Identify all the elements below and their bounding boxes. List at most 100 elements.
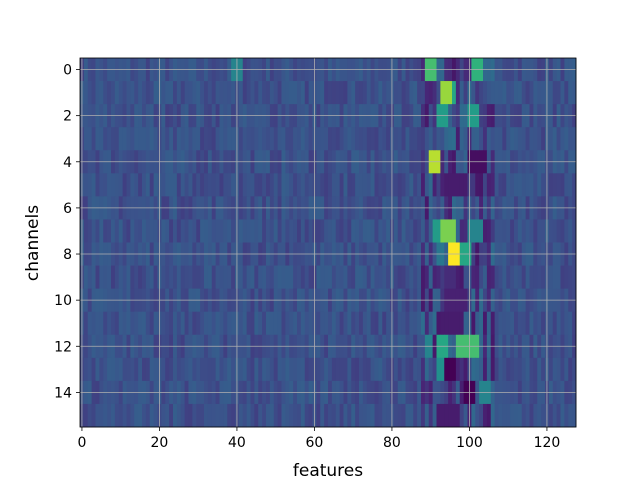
heatmap-cell [103,265,108,290]
heatmap-cell [111,403,116,428]
heatmap-cell [269,311,275,336]
x-tick-label: 20 [151,435,169,451]
heatmap-cell [242,81,248,105]
heatmap-cell [448,173,453,197]
heatmap-cell [118,403,124,428]
heatmap-cell [91,403,96,428]
heatmap-cell [378,81,383,105]
heatmap-cell [196,357,201,382]
heatmap-cell [502,311,507,336]
heatmap-cell [196,265,201,290]
heatmap-cell [498,403,503,428]
heatmap-cell [254,127,259,151]
heatmap-cell [300,311,306,336]
heatmap-cell [494,81,499,105]
heatmap-cell [568,173,573,197]
heatmap-cell [107,403,112,428]
heatmap-cell [161,265,166,290]
heatmap-cell [130,173,135,197]
heatmap-cell [176,265,182,290]
heatmap-cell [180,219,186,243]
heatmap-cell [149,219,155,243]
heatmap-cell [258,127,263,151]
heatmap-cell [510,265,515,290]
heatmap-cell [126,219,131,243]
heatmap-cell [552,311,558,336]
heatmap-cell [211,357,217,382]
heatmap-cell [359,265,364,290]
heatmap-cell [149,81,155,105]
heatmap-cell [564,173,569,197]
heatmap-cell [351,219,356,243]
heatmap-cell [452,403,457,428]
heatmap-cell [498,81,503,105]
heatmap-cell [111,357,116,382]
heatmap-cell [122,219,127,243]
heatmap-cell [556,357,561,382]
heatmap-cell [99,357,104,382]
heatmap-cell [533,81,538,105]
heatmap-cell [126,311,131,336]
heatmap-cell [87,311,93,336]
heatmap-cell [490,265,496,290]
heatmap-cell [428,81,434,105]
heatmap-cell [351,81,356,105]
heatmap-cell [246,311,251,336]
heatmap-cell [529,173,534,197]
heatmap-cell [560,403,565,428]
heatmap-cell [525,81,530,105]
heatmap-cell [494,219,499,243]
heatmap-cell [444,173,449,197]
heatmap-cell [452,173,457,197]
heatmap-cell [192,219,197,243]
heatmap-cell [382,81,387,105]
heatmap-cell [355,311,360,336]
heatmap-cell [475,81,480,105]
heatmap-cell [215,127,220,151]
heatmap-cell [436,173,441,197]
heatmap-cell [556,311,561,336]
heatmap-cell [401,265,406,290]
heatmap-cell [161,173,166,197]
heatmap-cell [145,81,151,105]
heatmap-cell [417,265,422,290]
heatmap-cell [393,173,399,197]
heatmap-cell [103,311,108,336]
heatmap-cell [219,403,224,428]
heatmap-cell [200,219,205,243]
heatmap-cell [91,127,96,151]
heatmap-cell [343,311,348,336]
heatmap-cell [521,127,527,151]
heatmap-cell [285,265,290,290]
heatmap-cell [386,265,391,290]
heatmap-cell [421,311,426,336]
heatmap-cell [122,265,127,290]
heatmap-cell [103,81,108,105]
heatmap-cell [502,127,507,151]
heatmap-cell [91,81,96,105]
heatmap-cell [475,127,480,151]
heatmap-cell [413,311,418,336]
heatmap-cell [316,357,321,382]
heatmap-cell [514,403,519,428]
heatmap-cell [138,357,143,382]
heatmap-cell [405,219,410,243]
heatmap-cell [300,81,306,105]
heatmap-cell [87,173,93,197]
heatmap-cell [153,403,158,428]
heatmap-cell [316,403,321,428]
y-tick-label: 4 [63,155,72,171]
y-tick-label: 0 [63,63,72,79]
heatmap-cell [285,81,290,105]
heatmap-cell [428,403,434,428]
heatmap-cell [262,173,267,197]
heatmap-cell [254,311,259,336]
heatmap-cell [83,357,89,382]
heatmap-cell [219,81,224,105]
heatmap-cell [568,81,573,105]
heatmap-cell [285,127,290,151]
heatmap-cell [440,173,445,197]
heatmap-cell [215,357,220,382]
heatmap-cell [149,403,155,428]
heatmap-cell [308,357,313,382]
